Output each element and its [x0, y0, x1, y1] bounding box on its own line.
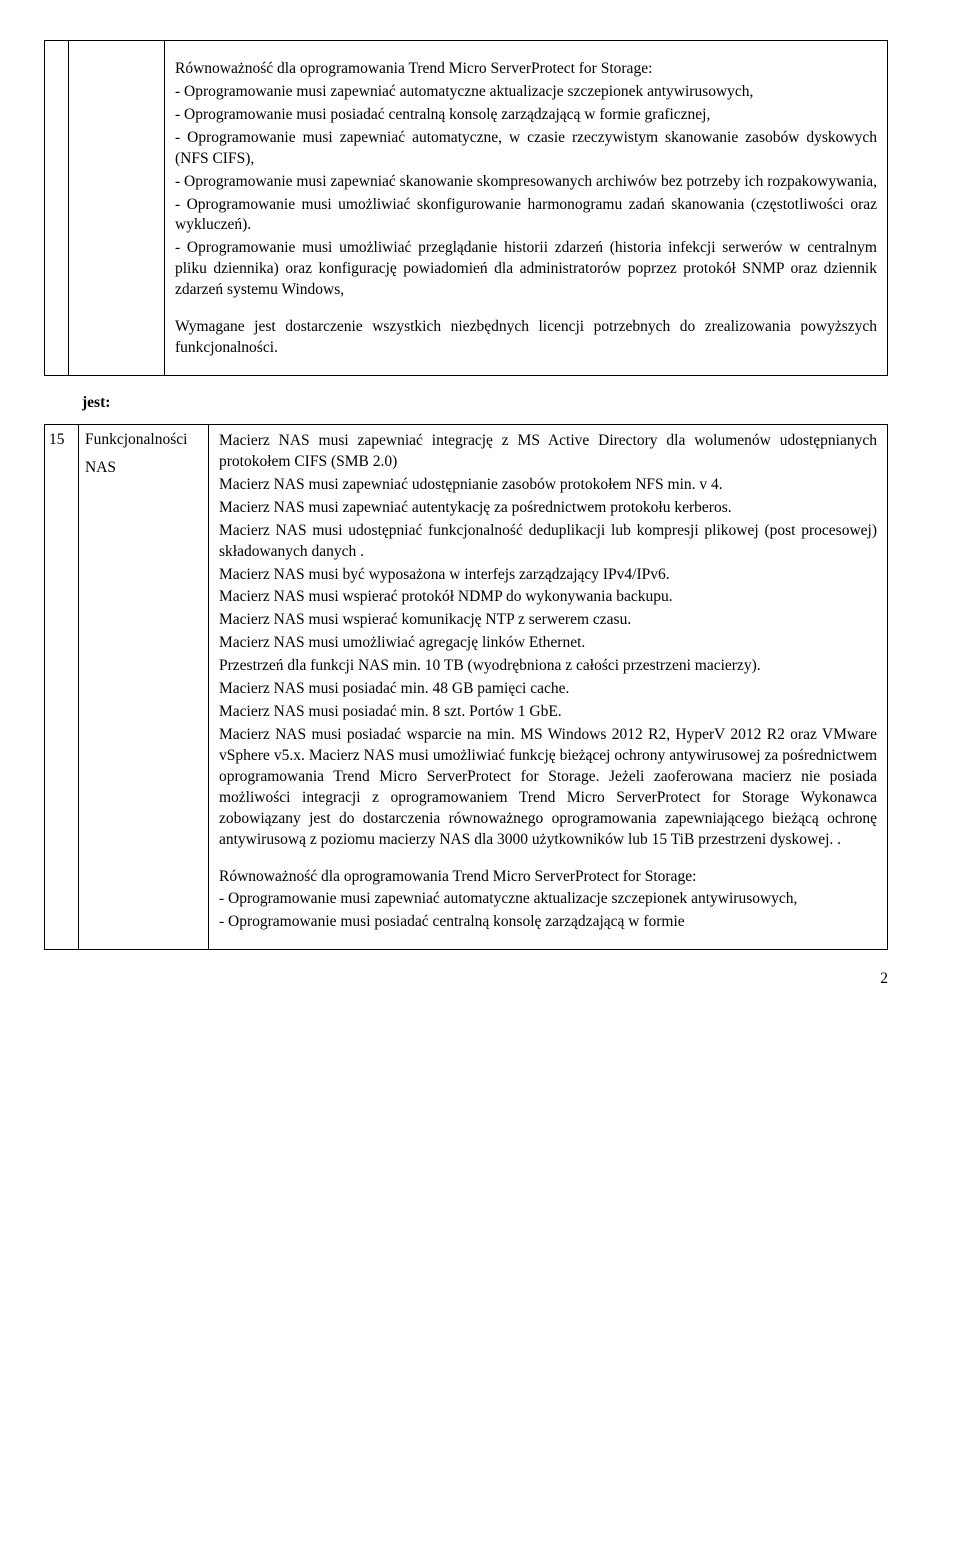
bottom-line: Równoważność dla oprogramowania Trend Mi… [219, 867, 877, 888]
top-col-content: Równoważność dla oprogramowania Trend Mi… [165, 41, 887, 375]
bottom-cell-text: Macierz NAS musi zapewniać integrację z … [209, 425, 887, 949]
top-line: Wymagane jest dostarczenie wszystkich ni… [175, 317, 877, 359]
row-number-cell: 15 [45, 425, 79, 949]
bottom-line: Macierz NAS musi posiadać min. 48 GB pam… [219, 679, 877, 700]
bottom-line: - Oprogramowanie musi zapewniać automaty… [219, 889, 877, 910]
row-label-cell: Funkcjonalności NAS [79, 425, 209, 949]
page-number: 2 [880, 970, 888, 988]
bottom-table: 15 Funkcjonalności NAS Macierz NAS musi … [44, 424, 888, 950]
top-line: - Oprogramowanie musi posiadać centralną… [175, 105, 877, 126]
row-number: 15 [49, 431, 65, 448]
row-label-1: Funkcjonalności [85, 431, 202, 449]
top-table: Równoważność dla oprogramowania Trend Mi… [44, 40, 888, 376]
top-line: - Oprogramowanie musi zapewniać automaty… [175, 82, 877, 103]
bottom-line: Macierz NAS musi umożliwiać agregację li… [219, 633, 877, 654]
bottom-line: Przestrzeń dla funkcji NAS min. 10 TB (w… [219, 656, 877, 677]
bottom-line: Macierz NAS musi być wyposażona w interf… [219, 565, 877, 586]
top-line: - Oprogramowanie musi umożliwiać przeglą… [175, 238, 877, 301]
top-col-2 [69, 41, 165, 375]
top-line: - Oprogramowanie musi zapewniać automaty… [175, 128, 877, 170]
top-col-1 [45, 41, 69, 375]
bottom-line: Macierz NAS musi posiadać wsparcie na mi… [219, 725, 877, 851]
top-line: Równoważność dla oprogramowania Trend Mi… [175, 59, 877, 80]
bottom-line: Macierz NAS musi udostępniać funkcjonaln… [219, 521, 877, 563]
bottom-line: Macierz NAS musi posiadać min. 8 szt. Po… [219, 702, 877, 723]
top-line: - Oprogramowanie musi umożliwiać skonfig… [175, 195, 877, 237]
top-cell-text: Równoważność dla oprogramowania Trend Mi… [165, 41, 887, 375]
bottom-line: Macierz NAS musi wspierać protokół NDMP … [219, 587, 877, 608]
page-container: Równoważność dla oprogramowania Trend Mi… [0, 0, 960, 1010]
top-line: - Oprogramowanie musi zapewniać skanowan… [175, 172, 877, 193]
bottom-line: Macierz NAS musi zapewniać integrację z … [219, 431, 877, 473]
bottom-line: Macierz NAS musi zapewniać udostępnianie… [219, 475, 877, 496]
row-label-2: NAS [85, 459, 202, 477]
bottom-line: - Oprogramowanie musi posiadać centralną… [219, 912, 877, 933]
jest-label: jest: [82, 394, 888, 412]
row-content-cell: Macierz NAS musi zapewniać integrację z … [209, 425, 887, 949]
bottom-line: Macierz NAS musi wspierać komunikację NT… [219, 610, 877, 631]
bottom-line: Macierz NAS musi zapewniać autentykację … [219, 498, 877, 519]
